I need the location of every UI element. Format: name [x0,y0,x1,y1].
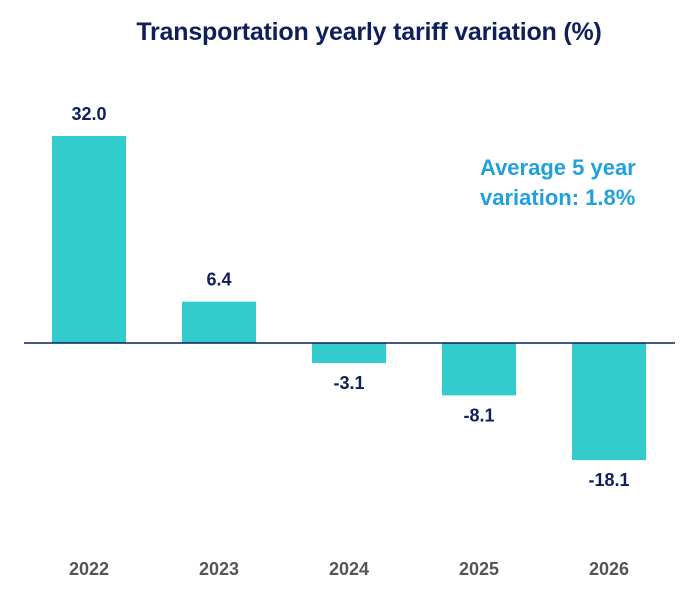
bar-2023 [182,301,256,343]
bar-2025 [442,343,516,396]
data-label-2022: 32.0 [71,104,106,124]
bar-2026 [572,343,646,461]
annotation-line-2: variation: 1.8% [480,185,636,210]
chart-title: Transportation yearly tariff variation (… [136,18,602,46]
annotation-line-1: Average 5 year [480,155,636,180]
average-annotation: Average 5 year variation: 1.8% [480,153,636,213]
category-label-2025: 2025 [459,559,499,579]
data-label-2024: -3.1 [333,373,364,393]
bar-2022 [52,136,126,343]
category-label-2026: 2026 [589,559,629,579]
data-label-2025: -8.1 [463,405,494,425]
bar-2024 [312,343,386,364]
category-label-2022: 2022 [69,559,109,579]
data-label-2026: -18.1 [588,470,629,490]
data-label-2023: 6.4 [206,270,231,290]
category-label-2024: 2024 [329,559,369,579]
category-label-2023: 2023 [199,559,239,579]
